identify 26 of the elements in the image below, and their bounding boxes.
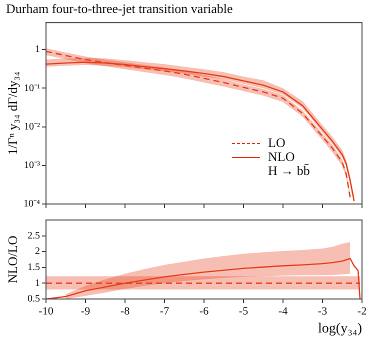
- legend-label: NLO: [268, 149, 295, 164]
- y-tick-label: 1.5: [28, 262, 40, 274]
- x-tick-label: -3: [318, 305, 328, 318]
- y-tick-label: 10⁻⁴: [24, 198, 40, 210]
- y-tick-label: 10⁻²: [24, 121, 40, 132]
- y-tick-label: 1: [35, 44, 40, 56]
- y-axis-title: NLO/LO: [5, 236, 20, 284]
- x-tick-label: -10: [38, 305, 54, 318]
- x-axis-title: log(y₃₄): [318, 321, 362, 336]
- x-tick-label: -4: [278, 305, 288, 318]
- x-tick-label: -2: [357, 305, 367, 318]
- annotation: H → bb̄: [267, 163, 310, 178]
- y-tick-label: 2.5: [28, 230, 40, 242]
- x-tick-label: -7: [160, 305, 170, 318]
- y-tick-label: 0.5: [28, 294, 40, 305]
- x-tick-label: -8: [120, 305, 130, 318]
- legend-label: LO: [268, 135, 286, 150]
- y-tick-label: 10⁻³: [24, 160, 40, 172]
- x-tick-label: -5: [238, 305, 249, 318]
- x-tick-label: -6: [199, 305, 210, 318]
- y-tick-label: 2: [35, 246, 40, 258]
- y-tick-label: 10⁻¹: [24, 82, 40, 94]
- y-tick-label: 1: [35, 278, 40, 289]
- x-tick-label: -9: [80, 305, 91, 318]
- y-axis-title: 1/Γⁿ y₃₄ dΓ/dy₃₄: [5, 71, 20, 156]
- chart-title: Durham four-to-three-jet transition variable: [6, 1, 234, 16]
